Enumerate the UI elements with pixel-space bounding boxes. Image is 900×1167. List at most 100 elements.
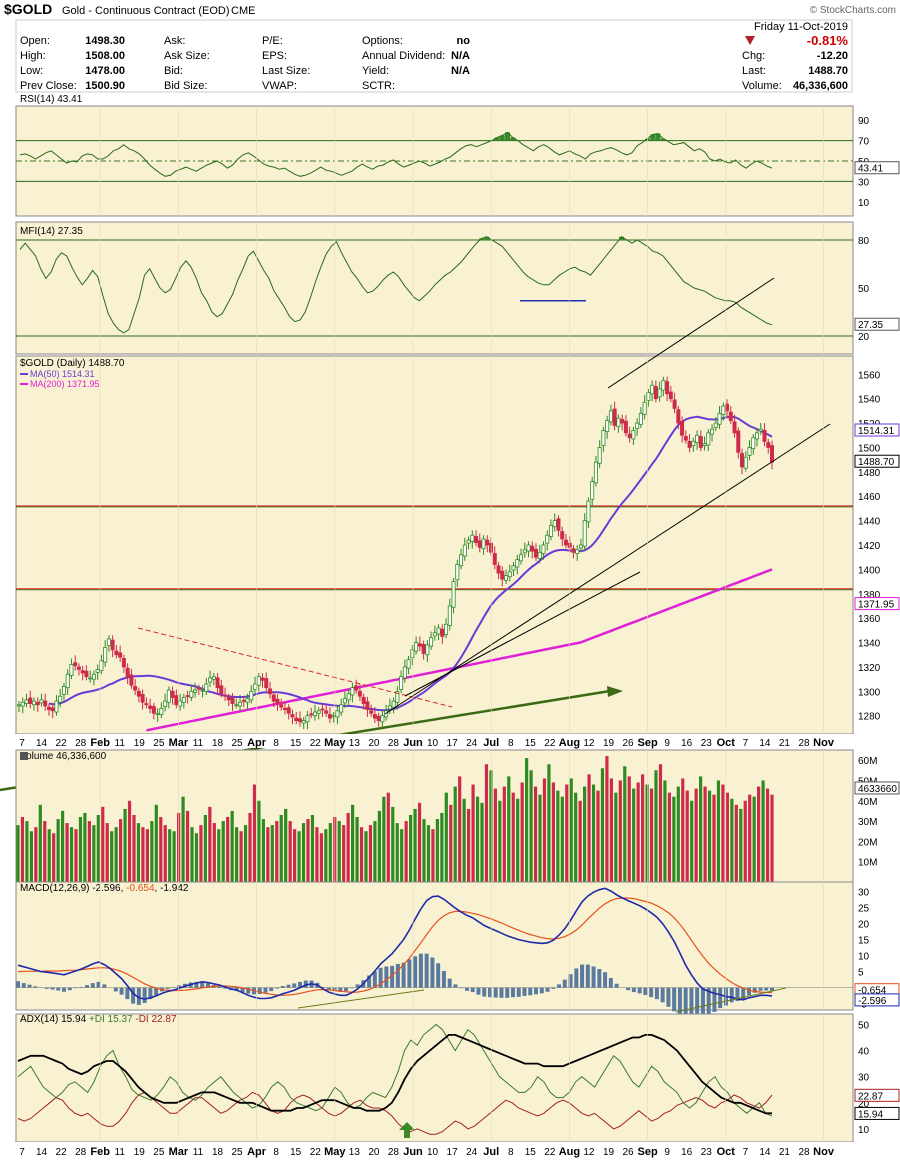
date-tick: 23 (701, 738, 713, 749)
change-pct: -0.81% (807, 33, 849, 48)
macd-histogram-bar (263, 988, 267, 993)
volume-bar (92, 825, 95, 882)
volume-bar (547, 764, 550, 882)
price-last: 1488.70 (858, 457, 895, 468)
candle-body (59, 696, 62, 702)
macd-histogram-bar (632, 988, 636, 992)
date-tick: 21 (779, 738, 791, 749)
header: $GOLD Gold - Continuous Contract (EOD) C… (4, 1, 896, 92)
candle-body (463, 545, 466, 556)
candle-body (74, 663, 77, 666)
volume-bar (739, 809, 742, 882)
quote-label: P/E: (262, 35, 283, 47)
volume-bar (703, 787, 706, 882)
macd-histogram-bar (528, 988, 532, 996)
macd-histogram-bar (655, 988, 659, 1000)
date-tick-bottom: 24 (466, 1147, 478, 1158)
date-tick-bottom: 14 (759, 1147, 771, 1158)
volume-bar (561, 797, 564, 882)
date-tick-bottom: 9 (664, 1147, 670, 1158)
price-tick: 1460 (858, 492, 881, 503)
macd-histogram-bar (258, 988, 262, 994)
volume-bar (360, 827, 363, 882)
macd-histogram-bar (465, 988, 469, 991)
candle-body (358, 691, 361, 696)
volume-bar (244, 825, 247, 882)
adx-last: 15.94 (858, 1109, 883, 1120)
candle-body (149, 706, 152, 708)
quote-value: N/A (451, 50, 470, 62)
date-tick: 8 (273, 738, 279, 749)
candle-body (306, 716, 309, 722)
rsi-tick: 70 (858, 137, 870, 148)
volume-bar (405, 821, 408, 882)
candle-body (291, 714, 294, 716)
candle-body (755, 433, 758, 439)
macd-histogram-bar (747, 988, 751, 996)
macd-histogram-bar (292, 983, 296, 987)
volume-bar (637, 782, 640, 882)
volume-bar (266, 827, 269, 882)
macd-histogram-bar (436, 963, 440, 987)
date-tick-bottom: 15 (290, 1147, 302, 1158)
volume-bar (181, 797, 184, 882)
date-tick: 19 (603, 738, 615, 749)
macd-histogram-bar (586, 965, 590, 988)
macd-histogram-bar (499, 988, 503, 998)
candle-body (220, 686, 223, 694)
macd-histogram-bar (511, 988, 515, 998)
date-tick-bottom: Mar (169, 1146, 189, 1158)
macd-histogram-bar (114, 988, 118, 992)
volume-bar (601, 768, 604, 882)
date-tick: Apr (247, 737, 267, 749)
volume-bar (427, 825, 430, 882)
candle-body (576, 550, 579, 554)
candle-body (257, 677, 260, 686)
volume-bar (534, 787, 537, 882)
price-tick: 1560 (858, 370, 881, 381)
quote-label: SCTR: (362, 80, 395, 92)
candle-body (613, 409, 616, 425)
candle-body (602, 430, 605, 445)
volume-bar (248, 813, 251, 882)
candle-body (692, 441, 695, 445)
candle-body (677, 410, 680, 423)
date-tick: 7 (743, 738, 749, 749)
macd-histogram-bar (563, 980, 567, 988)
date-tick: Jun (403, 737, 423, 749)
candle-body (433, 633, 436, 636)
volume-bar (672, 797, 675, 882)
volume-bar (570, 778, 573, 882)
volume-bar (418, 803, 421, 882)
volume-bar (695, 789, 698, 882)
candle-body (370, 711, 373, 713)
volume-bar (355, 817, 358, 882)
mfi-tick: 20 (858, 332, 870, 343)
candle-body (295, 718, 298, 720)
candle-body (651, 385, 654, 394)
macd-histogram-bar (764, 988, 768, 991)
volume-bar (619, 780, 622, 882)
candle-body (141, 694, 144, 702)
candle-body (310, 714, 313, 715)
candle-body (684, 436, 687, 440)
candle-body (40, 700, 43, 703)
date-tick-bottom: Apr (247, 1146, 267, 1158)
volume-legend: Volume 46,336,600 (20, 751, 107, 762)
candle-body (355, 686, 358, 690)
price-tick: 1320 (858, 663, 881, 674)
candle-body (669, 392, 672, 399)
macd-histogram-bar (91, 983, 95, 987)
candle-body (137, 691, 140, 696)
volume-bar (413, 809, 416, 882)
date-tick-bottom: 22 (56, 1147, 68, 1158)
date-tick: Oct (717, 737, 736, 749)
rsi-tick: 10 (858, 198, 870, 209)
macd-histogram-bar (471, 988, 475, 992)
candle-body (531, 546, 534, 551)
candle-body (328, 714, 331, 718)
date-tick-bottom: 26 (622, 1147, 634, 1158)
volume-bar (525, 758, 528, 882)
candle-body (504, 575, 507, 580)
macd-histogram-bar (287, 985, 291, 988)
